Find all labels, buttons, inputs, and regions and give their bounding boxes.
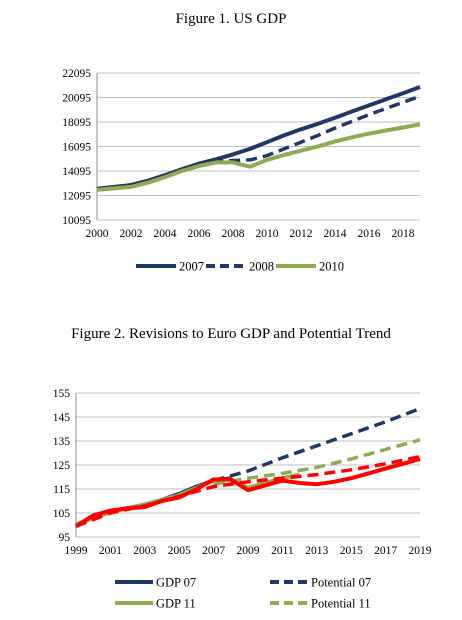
- y-tick-label: 20095: [62, 93, 91, 105]
- y-tick-label: 22095: [62, 68, 91, 80]
- x-tick-label: 2004: [154, 228, 177, 240]
- x-tick-label: 2016: [358, 228, 381, 240]
- y-tick-label: 12095: [62, 191, 91, 203]
- x-tick-label: 2001: [99, 545, 122, 557]
- legend-label: Potential 11: [311, 597, 371, 611]
- euro-gdp-chart: 95 105 115 125 135 145 155 1999 2001 2003 2005 2007…: [53, 388, 432, 611]
- legend-label: 2008: [249, 260, 274, 274]
- figure-2-title: Figure 2. Revisions to Euro GDP and Pote…: [71, 326, 391, 342]
- y-tick-label: 115: [53, 484, 70, 496]
- y-tick-label: 145: [53, 412, 71, 424]
- legend-label: Potential 07: [311, 576, 371, 590]
- x-tick-label: 2009: [237, 545, 260, 557]
- series-line-2007: [96, 85, 421, 191]
- x-tick-label: 2014: [324, 228, 347, 240]
- series-line-gdp-11: [75, 472, 301, 527]
- series-line-unlabeled-5: [75, 454, 421, 528]
- legend-label: GDP 07: [156, 576, 196, 590]
- legend-label: GDP 11: [156, 597, 196, 611]
- x-tick-label: 2010: [256, 228, 279, 240]
- x-tick-label: 2017: [374, 545, 397, 557]
- x-tick-label: 2007: [202, 545, 225, 557]
- y-tick-label: 155: [53, 388, 71, 400]
- series-line-unlabeled-4: [74, 457, 421, 528]
- x-tick-label: 2013: [305, 545, 328, 557]
- x-tick-label: 2015: [340, 545, 363, 557]
- series-line-2008: [96, 94, 421, 192]
- x-tick-label: 2003: [133, 545, 156, 557]
- x-tick-label: 2005: [168, 545, 191, 557]
- figure-1-title: Figure 1. US GDP: [175, 11, 287, 27]
- y-tick-label: 14095: [62, 166, 91, 178]
- series-line-potential-07: [213, 406, 421, 483]
- x-tick-label: 2019: [409, 545, 432, 557]
- x-tick-label: 2006: [188, 228, 211, 240]
- us-gdp-chart: 10095 12095 14095 16095 18095 20095 22095 2000 2…: [62, 68, 421, 274]
- series-line-2010: [96, 122, 421, 192]
- x-tick-label: 2002: [120, 228, 143, 240]
- x-tick-label: 1999: [65, 545, 88, 557]
- y-tick-label: 10095: [62, 215, 91, 227]
- x-tick-label: 2012: [290, 228, 313, 240]
- y-tick-label: 125: [53, 460, 71, 472]
- legend-label: 2007: [179, 260, 204, 274]
- y-tick-label: 105: [53, 508, 71, 520]
- series-line-potential-11: [213, 438, 421, 486]
- y-tick-label: 16095: [62, 142, 91, 154]
- y-tick-label: 95: [59, 532, 71, 544]
- x-tick-label: 2008: [222, 228, 245, 240]
- x-tick-label: 2018: [392, 228, 415, 240]
- y-tick-label: 135: [53, 436, 71, 448]
- legend-label: 2010: [319, 260, 344, 274]
- y-tick-label: 18095: [62, 117, 91, 129]
- x-tick-label: 2000: [86, 228, 109, 240]
- x-tick-label: 2011: [271, 545, 294, 557]
